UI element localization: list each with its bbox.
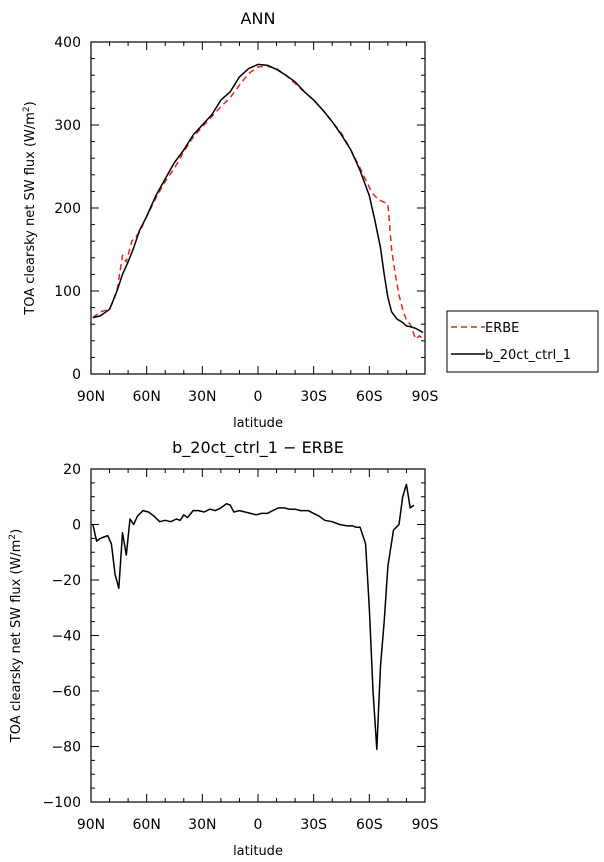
y-tick-label: −100 bbox=[43, 795, 81, 811]
series-line-2 bbox=[92, 63, 424, 334]
legend-box bbox=[446, 310, 599, 373]
y-axis-label: TOA clearsky net SW flux (W/m2) bbox=[22, 101, 38, 315]
y-tick-label: 20 bbox=[63, 462, 81, 478]
x-tick-label: 60S bbox=[356, 389, 383, 405]
x-tick-label: 60N bbox=[133, 817, 161, 833]
y-tick-label: 300 bbox=[54, 118, 81, 134]
x-tick-label: 60N bbox=[133, 389, 161, 405]
x-tick-label: 60S bbox=[356, 817, 383, 833]
x-tick-label: 30N bbox=[188, 817, 216, 833]
x-tick-label: 90N bbox=[77, 389, 105, 405]
y-tick-label: 400 bbox=[54, 35, 81, 51]
top-chart: ANN 90N 60N 30N 0 30S 60S 90S 0 100 200 300 400 latit… bbox=[22, 9, 599, 431]
plot-frame bbox=[90, 41, 426, 375]
y-tick-label: 100 bbox=[54, 284, 81, 300]
x-tick-label: 0 bbox=[254, 389, 263, 405]
y-tick-label: −60 bbox=[51, 684, 81, 700]
x-tick-label: 90N bbox=[77, 817, 105, 833]
legend: ERBE b_20ct_ctrl_1 bbox=[446, 310, 599, 373]
x-tick-label: 30N bbox=[188, 389, 216, 405]
y-tick-label: −80 bbox=[51, 740, 81, 756]
series-line-1 bbox=[92, 65, 424, 340]
series-line-1 bbox=[92, 483, 415, 751]
y-tick-label: 200 bbox=[54, 201, 81, 217]
legend-label: ERBE bbox=[485, 321, 519, 336]
x-tick-label: 30S bbox=[300, 389, 327, 405]
chart-title: ANN bbox=[241, 9, 276, 28]
y-tick-label: 0 bbox=[72, 367, 81, 383]
bottom-chart: b_20ct_ctrl_1 − ERBE 90N 60N 30N 0 30S 60S 90S −… bbox=[8, 438, 438, 859]
y-tick-label: −40 bbox=[51, 629, 81, 645]
y-tick-label: 0 bbox=[72, 518, 81, 534]
x-tick-label: 90S bbox=[412, 389, 439, 405]
legend-label: b_20ct_ctrl_1 bbox=[485, 348, 571, 363]
x-tick-label: 30S bbox=[300, 817, 327, 833]
x-tick-label: 90S bbox=[412, 817, 439, 833]
x-axis-label: latitude bbox=[233, 416, 283, 431]
x-tick-label: 0 bbox=[254, 817, 263, 833]
plot-frame bbox=[90, 468, 426, 803]
y-tick-label: −20 bbox=[51, 573, 81, 589]
chart-title: b_20ct_ctrl_1 − ERBE bbox=[172, 438, 344, 458]
y-axis-label: TOA clearsky net SW flux (W/m2) bbox=[8, 529, 24, 743]
x-axis-label: latitude bbox=[233, 844, 283, 859]
